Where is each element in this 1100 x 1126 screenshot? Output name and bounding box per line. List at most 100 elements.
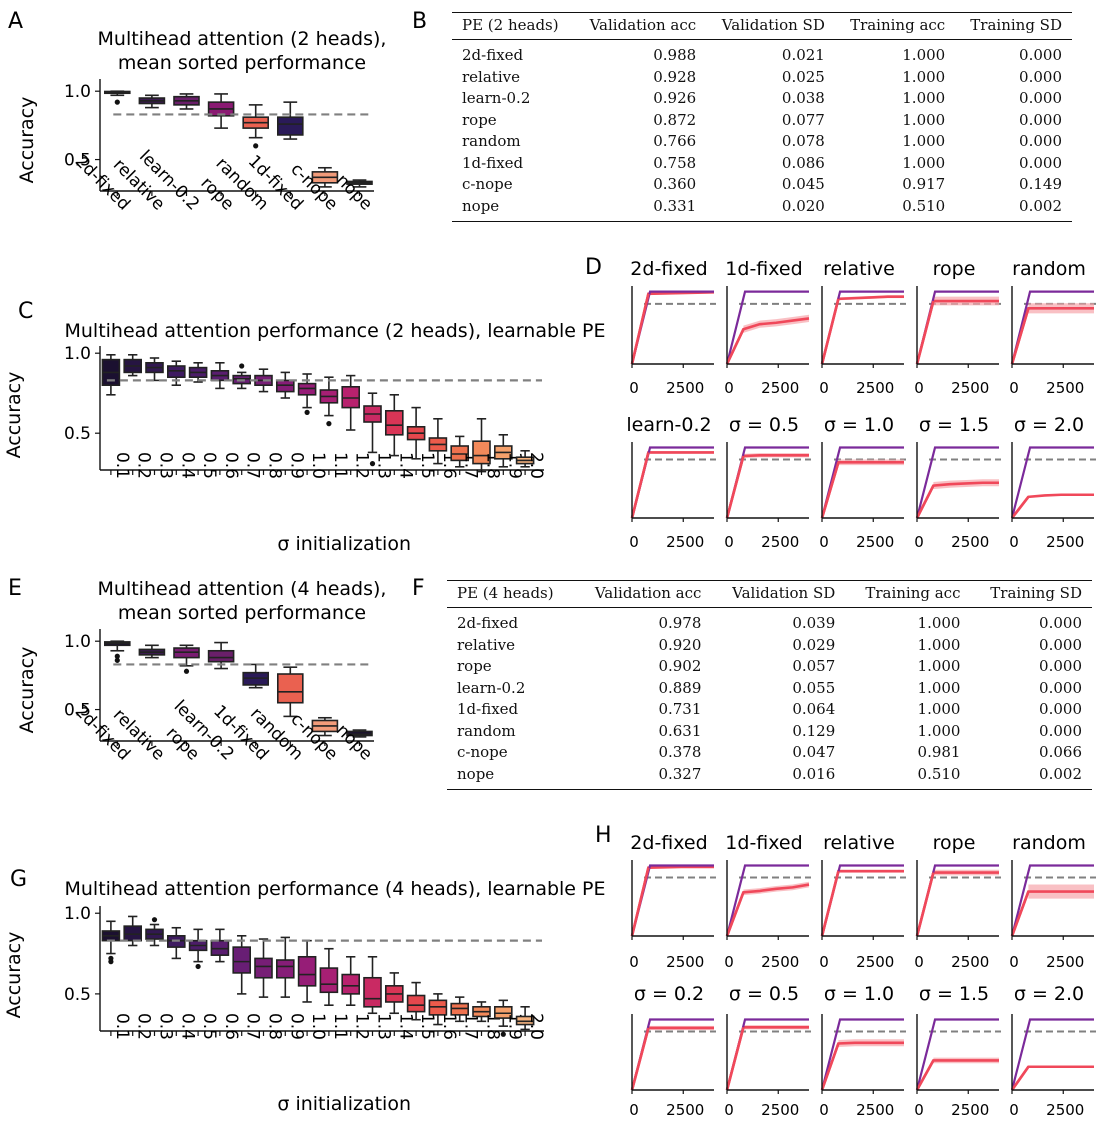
table-row-label: random — [457, 721, 516, 740]
small-multiple-panel — [1010, 860, 1096, 940]
table-b-header: Validation acc — [589, 16, 697, 34]
chart-title: mean sorted performance — [118, 602, 366, 624]
x-tick-label: 0.6 — [221, 1013, 241, 1040]
x-tick-label: 0.9 — [286, 452, 306, 479]
training-accuracy-line — [1010, 290, 1094, 365]
table-cell: 0.378 — [658, 743, 702, 761]
validation-accuracy-ramp — [820, 1043, 840, 1091]
training-accuracy-line — [820, 1018, 904, 1091]
table-row: c-nope 0.378 0.047 0.981 0.066 — [447, 742, 1092, 764]
x-tick-label: 0 — [914, 379, 924, 397]
training-accuracy-line — [820, 864, 904, 937]
table-cell: 0.078 — [781, 132, 825, 150]
table-cell: 0.000 — [1019, 89, 1062, 107]
y-tick-label: 1.0 — [64, 82, 91, 102]
table-row-label: 1d-fixed — [457, 700, 519, 718]
table-cell: 0.902 — [658, 657, 702, 675]
x-tick-label: 2500 — [1046, 379, 1084, 397]
outlier-point — [114, 99, 120, 105]
small-multiple-panel — [820, 286, 906, 368]
x-tick-label: 1.5 — [417, 1013, 437, 1040]
subplot-title: 2d-fixed — [630, 258, 707, 280]
subplot-title: relative — [823, 258, 895, 280]
x-tick-label: 0 — [724, 533, 734, 551]
training-accuracy-line — [725, 446, 809, 519]
small-multiple-panel — [725, 1014, 811, 1094]
validation-accuracy-line — [1010, 1065, 1094, 1091]
validation-accuracy-line — [915, 481, 999, 519]
training-accuracy-line — [915, 864, 999, 937]
table-cell: 0.045 — [781, 175, 825, 193]
x-tick-label: 1.4 — [395, 452, 415, 479]
table-cell: 0.928 — [653, 67, 697, 86]
training-accuracy-line — [630, 446, 714, 519]
training-accuracy-line — [820, 446, 904, 519]
subplot-title: learn-0.2 — [626, 414, 711, 436]
x-tick-label: 1.4 — [395, 1013, 415, 1040]
x-tick-label: 1.2 — [352, 452, 372, 479]
table-cell: 1.000 — [902, 67, 946, 86]
table-b-header: Training acc — [850, 16, 946, 34]
outlier-point — [239, 363, 245, 369]
x-tick-label: 0 — [914, 533, 924, 551]
table-cell: 0.020 — [781, 196, 825, 215]
table-cell: 1.000 — [902, 110, 946, 129]
training-accuracy-line — [630, 290, 714, 365]
table-row: rope 0.872 0.077 1.000 0.000 — [452, 110, 1072, 132]
table-row-label: c-nope — [457, 743, 508, 761]
table-b-header: PE (2 heads) — [462, 16, 559, 34]
validation-accuracy-ramp — [915, 484, 935, 519]
x-tick-label: 0.6 — [221, 452, 241, 479]
y-tick-label: 1.0 — [64, 344, 91, 364]
subplot-title: σ = 0.2 — [634, 983, 704, 1005]
x-tick-label: 0.1 — [112, 452, 132, 479]
small-multiple-panel — [915, 1014, 1001, 1094]
table-cell: 0.000 — [1019, 132, 1062, 150]
x-tick-label: 1.3 — [374, 1013, 394, 1040]
table-cell: 0.021 — [781, 46, 825, 64]
table-cell: 0.631 — [658, 721, 702, 740]
training-accuracy-line — [725, 290, 809, 365]
table-f-header: Validation acc — [594, 584, 702, 602]
validation-accuracy-ramp — [1010, 307, 1030, 365]
x-tick-label: 0.3 — [156, 452, 176, 479]
validation-accuracy-ramp — [725, 891, 745, 937]
subplot-title: σ = 2.0 — [1014, 983, 1084, 1005]
subplot-title: σ = 1.0 — [824, 983, 894, 1005]
small-multiple-panel — [725, 442, 811, 522]
table-cell: 0.981 — [917, 743, 961, 761]
subplot-title: σ = 0.5 — [729, 414, 799, 436]
box — [319, 967, 339, 994]
panel-letter-c: C — [18, 299, 33, 324]
validation-accuracy-line — [725, 1025, 809, 1091]
y-axis-label: Accuracy — [3, 932, 25, 1019]
table-cell: 0.077 — [781, 110, 825, 129]
table-row: c-nope 0.360 0.045 0.917 0.149 — [452, 174, 1072, 196]
outlier-point — [114, 657, 120, 663]
x-tick-label: 2500 — [666, 1101, 704, 1119]
table-cell: 0.731 — [658, 700, 702, 718]
table-cell: 0.872 — [653, 110, 697, 129]
box — [472, 440, 491, 465]
panel-letter-e: E — [8, 576, 22, 601]
table-row-label: 2d-fixed — [457, 614, 519, 632]
outlier-point — [183, 668, 190, 674]
validation-accuracy-line — [915, 1059, 999, 1091]
small-multiple-panel — [1010, 286, 1096, 368]
outlier-point — [151, 917, 158, 923]
table-cell: 1.000 — [917, 657, 961, 675]
table-row: learn-0.2 0.889 0.055 1.000 0.000 — [447, 678, 1092, 700]
small-multiple-panel — [725, 286, 811, 368]
table-cell: 0.510 — [917, 764, 961, 783]
table-row: 2d-fixed 0.988 0.021 1.000 0.000 — [452, 40, 1072, 67]
x-tick-label: 0 — [819, 533, 829, 551]
x-axis-label: σ initialization — [277, 1093, 411, 1115]
validation-accuracy-ramp — [630, 293, 650, 365]
box — [276, 116, 304, 136]
validation-accuracy-line — [725, 453, 809, 519]
training-accuracy-line — [915, 446, 999, 519]
x-tick-label: 2500 — [666, 379, 704, 397]
training-accuracy-line — [1010, 446, 1094, 519]
box — [276, 673, 304, 704]
small-multiple-panel — [915, 442, 1001, 522]
